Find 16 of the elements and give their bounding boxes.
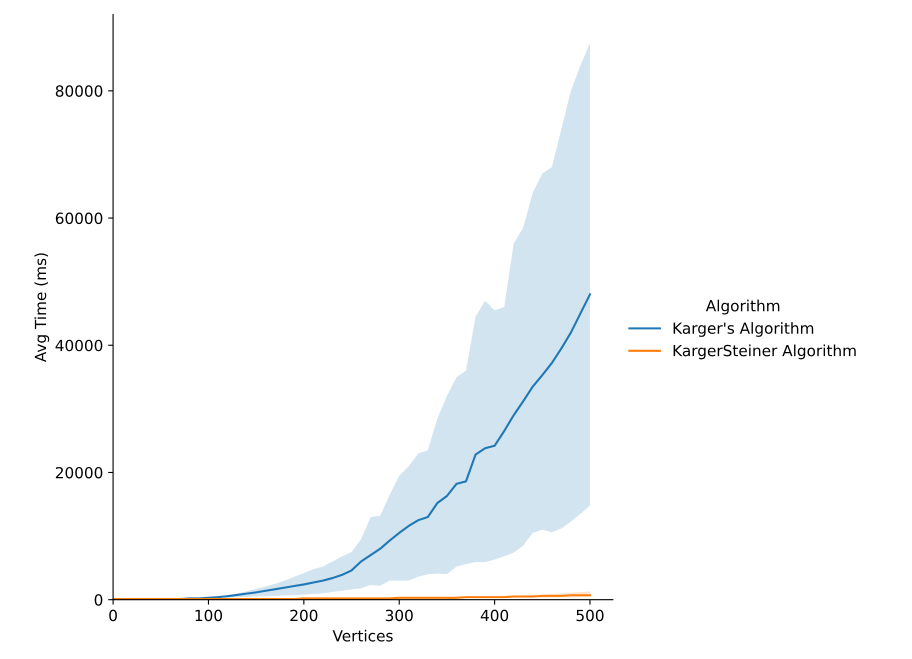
y-tick-label: 80000: [56, 85, 102, 97]
y-tick-label: 40000: [56, 340, 102, 352]
x-tick-label: 500: [576, 610, 604, 622]
legend-title: Algorithm: [706, 300, 780, 314]
legend-label: KargerSteiner Algorithm: [674, 344, 856, 360]
x-axis-title: Vertices: [332, 630, 393, 642]
x-tick-label: 100: [196, 610, 222, 622]
y-tick-label: 60000: [56, 212, 102, 224]
x-tick-label: 300: [386, 610, 413, 622]
y-tick-label: 20000: [56, 466, 102, 478]
legend-label: Karger's Algorithm: [674, 322, 814, 337]
x-tick-label: 400: [480, 610, 508, 622]
y-axis-title: Avg Time (ms): [34, 253, 50, 362]
y-tick-label: 0: [94, 594, 102, 606]
x-tick-label: 200: [290, 610, 318, 622]
x-tick-label: 0: [109, 610, 117, 622]
